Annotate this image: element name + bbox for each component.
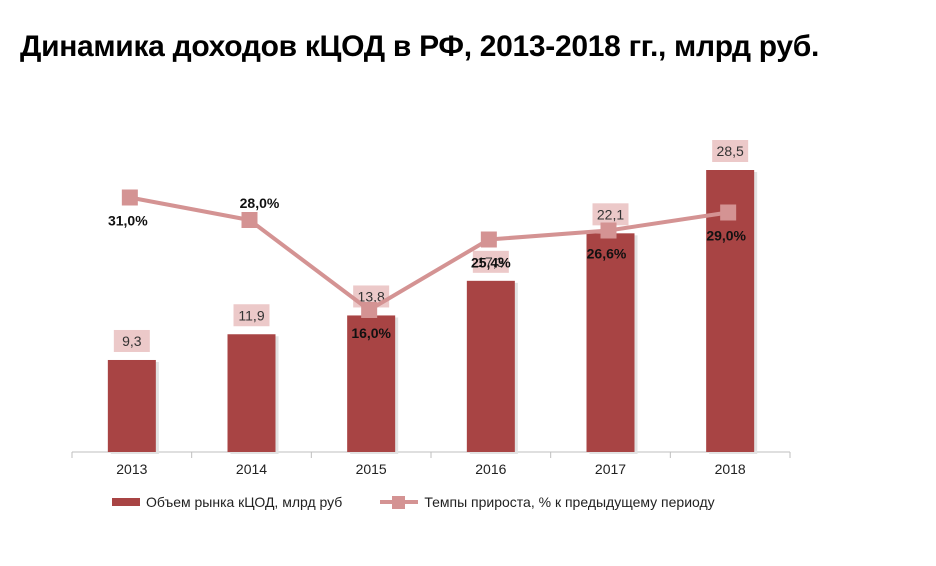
bar-value-label: 17,3 [477,254,504,270]
bar-value-label: 11,9 [238,307,264,323]
growth-value-label: 26,6% [587,246,627,262]
x-tick-label-2018: 2018 [715,461,746,477]
bar-2014 [227,334,276,452]
growth-marker-2013 [121,189,138,206]
growth-value-label: 16,0% [351,325,391,341]
legend-item-volume: Объем рынка кЦОД, млрд руб [112,494,342,510]
bar-2017 [586,233,635,452]
growth-marker-2017 [600,222,617,239]
x-tick-label-2015: 2015 [356,461,387,477]
bar-value-label: 9,3 [122,333,142,349]
bar-value-label: 22,1 [597,206,624,222]
growth-line [129,195,729,312]
legend-line-swatch [380,496,419,509]
growth-value-label: 28,0% [240,195,280,211]
bar-2015 [347,315,396,452]
growth-value-label: 25,4% [471,255,511,271]
bar-2016 [466,280,515,452]
growth-marker-2016 [480,231,497,248]
growth-value-label: 29,0% [706,228,746,244]
bar-label-box [712,140,749,162]
bar-value-label: 13,8 [358,288,385,304]
legend: Объем рынка кЦОД, млрд руб Темпы прирост… [112,494,753,510]
legend-item-growth: Темпы прироста, % к предыдущему периоду [380,494,715,510]
x-tick-label-2014: 2014 [236,461,267,477]
bar-label-box [113,329,150,352]
growth-marker-2015 [361,302,378,318]
legend-bar-swatch [112,498,140,506]
x-tick-label-2016: 2016 [475,461,506,477]
chart-title: Динамика доходов кЦОД в РФ, 2013-2018 гг… [20,30,820,63]
x-tick-label-2017: 2017 [595,461,626,477]
legend-label-growth: Темпы прироста, % к предыдущему периоду [424,494,715,510]
growth-marker-2018 [720,204,737,221]
bar-label-box [592,203,629,226]
bar-label-box [233,304,270,327]
growth-value-label: 31,0% [108,213,148,229]
bar-label-box [472,250,509,273]
legend-label-volume: Объем рынка кЦОД, млрд руб [146,494,343,510]
growth-marker-2014 [241,212,258,228]
bar-2013 [107,359,156,452]
bar-value-label: 28,5 [717,143,744,159]
x-tick-label-2013: 2013 [116,461,147,477]
